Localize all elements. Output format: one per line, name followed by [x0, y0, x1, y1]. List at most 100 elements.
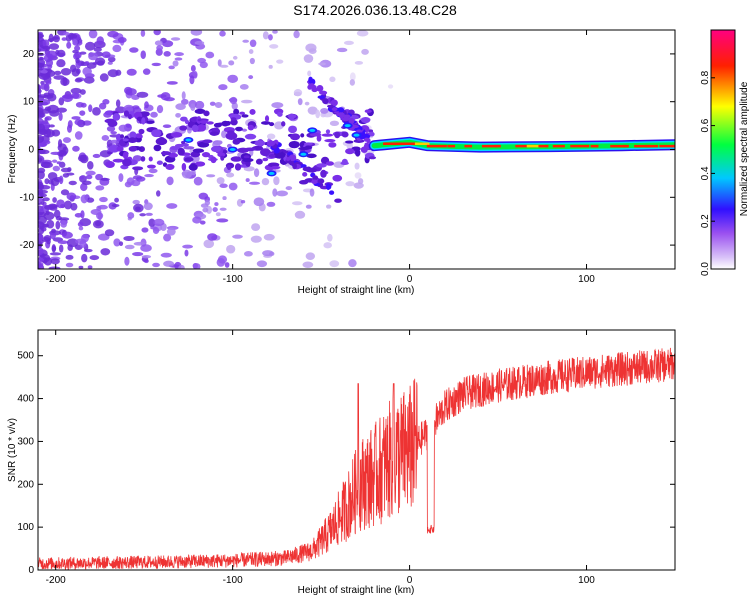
- noise-blob: [38, 37, 41, 46]
- noise-blob: [85, 174, 93, 180]
- noise-blob: [44, 116, 52, 121]
- stripe-blob: [317, 95, 326, 99]
- band-blob: [230, 156, 243, 162]
- colorbar-tick-label: 0.0: [700, 262, 711, 276]
- noise-blob: [224, 262, 230, 268]
- band-blob: [181, 140, 186, 145]
- noise-blob: [178, 264, 185, 269]
- noise-blob: [166, 176, 174, 186]
- noise-blob: [47, 93, 57, 102]
- noise-blob: [144, 173, 154, 178]
- noise-blob: [343, 40, 354, 45]
- noise-blob: [248, 75, 254, 80]
- noise-blob: [305, 252, 316, 261]
- noise-blob: [150, 111, 158, 118]
- band-blob: [324, 138, 336, 143]
- stripe-blob: [328, 190, 335, 195]
- noise-blob: [50, 151, 62, 155]
- noise-blob: [38, 33, 44, 39]
- band-blob: [122, 158, 132, 167]
- noise-blob: [38, 62, 43, 71]
- noise-blob: [117, 37, 127, 43]
- band-blob: [122, 138, 129, 142]
- noise-blob: [132, 199, 140, 205]
- noise-blob: [154, 40, 163, 46]
- noise-blob: [104, 229, 115, 237]
- y-tick-label: 20: [23, 49, 35, 60]
- chart-title: S174.2026.036.13.48.C28: [293, 2, 457, 18]
- y-tick-label: 400: [17, 394, 34, 405]
- noise-blob: [44, 204, 55, 210]
- noise-blob: [349, 79, 356, 86]
- noise-blob: [204, 199, 211, 206]
- band-blob: [364, 109, 372, 114]
- noise-blob: [62, 173, 70, 178]
- noise-blob: [166, 227, 176, 236]
- x-tick-label: -200: [46, 575, 66, 586]
- stripe-blob: [326, 183, 332, 190]
- noise-blob: [175, 103, 186, 110]
- noise-blob: [190, 30, 203, 36]
- noise-blob: [129, 47, 139, 53]
- band-blob: [288, 113, 295, 121]
- noise-blob: [248, 49, 254, 55]
- noise-blob: [166, 81, 178, 85]
- noise-blob: [276, 190, 288, 197]
- noise-blob: [88, 104, 93, 113]
- noise-blob: [181, 169, 193, 179]
- stripe-blob: [288, 154, 297, 162]
- noise-blob: [250, 235, 262, 243]
- noise-blob: [262, 31, 269, 40]
- hot-blob-core: [229, 148, 236, 151]
- noise-blob: [55, 49, 60, 55]
- band-blob: [217, 152, 226, 158]
- noise-blob: [82, 66, 92, 76]
- noise-blob: [96, 205, 102, 211]
- band-blob: [201, 152, 211, 158]
- noise-blob: [216, 258, 226, 267]
- band-blob: [129, 131, 137, 139]
- band-blob: [303, 142, 313, 146]
- noise-blob: [142, 68, 151, 75]
- noise-blob: [190, 64, 196, 72]
- snr-series-line: [38, 347, 675, 570]
- band-blob: [123, 110, 130, 117]
- noise-blob: [199, 61, 208, 69]
- noise-blob: [271, 102, 284, 109]
- noise-blob: [293, 89, 303, 97]
- noise-blob: [336, 47, 348, 53]
- noise-blob: [106, 125, 116, 132]
- band-blob: [268, 154, 276, 158]
- stripe-blob: [311, 179, 318, 185]
- noise-blob: [40, 161, 51, 168]
- band-blob: [108, 145, 120, 153]
- noise-blob: [161, 40, 174, 48]
- band-blob: [197, 141, 210, 148]
- band-blob: [112, 158, 124, 163]
- noise-blob: [45, 80, 52, 85]
- noise-blob: [127, 212, 135, 219]
- noise-blob: [276, 59, 284, 64]
- noise-blob: [183, 146, 195, 150]
- noise-blob: [214, 101, 223, 109]
- noise-blob: [99, 73, 109, 82]
- noise-blob: [205, 51, 215, 59]
- y-tick-label: -20: [20, 240, 35, 251]
- noise-blob: [49, 252, 62, 256]
- noise-blob: [77, 154, 88, 162]
- band-blob: [138, 128, 145, 135]
- noise-blob: [239, 84, 249, 90]
- noise-blob: [124, 256, 130, 266]
- noise-blob: [39, 226, 45, 230]
- colorbar-frame: [710, 29, 736, 270]
- noise-blob: [308, 48, 317, 55]
- noise-blob: [119, 241, 124, 246]
- stripe-blob: [341, 116, 350, 122]
- noise-blob: [218, 84, 228, 91]
- x-tick-label: 0: [407, 575, 413, 586]
- band-blob: [188, 163, 198, 171]
- band-blob: [203, 110, 210, 117]
- noise-blob: [107, 30, 119, 38]
- noise-blob: [66, 124, 73, 133]
